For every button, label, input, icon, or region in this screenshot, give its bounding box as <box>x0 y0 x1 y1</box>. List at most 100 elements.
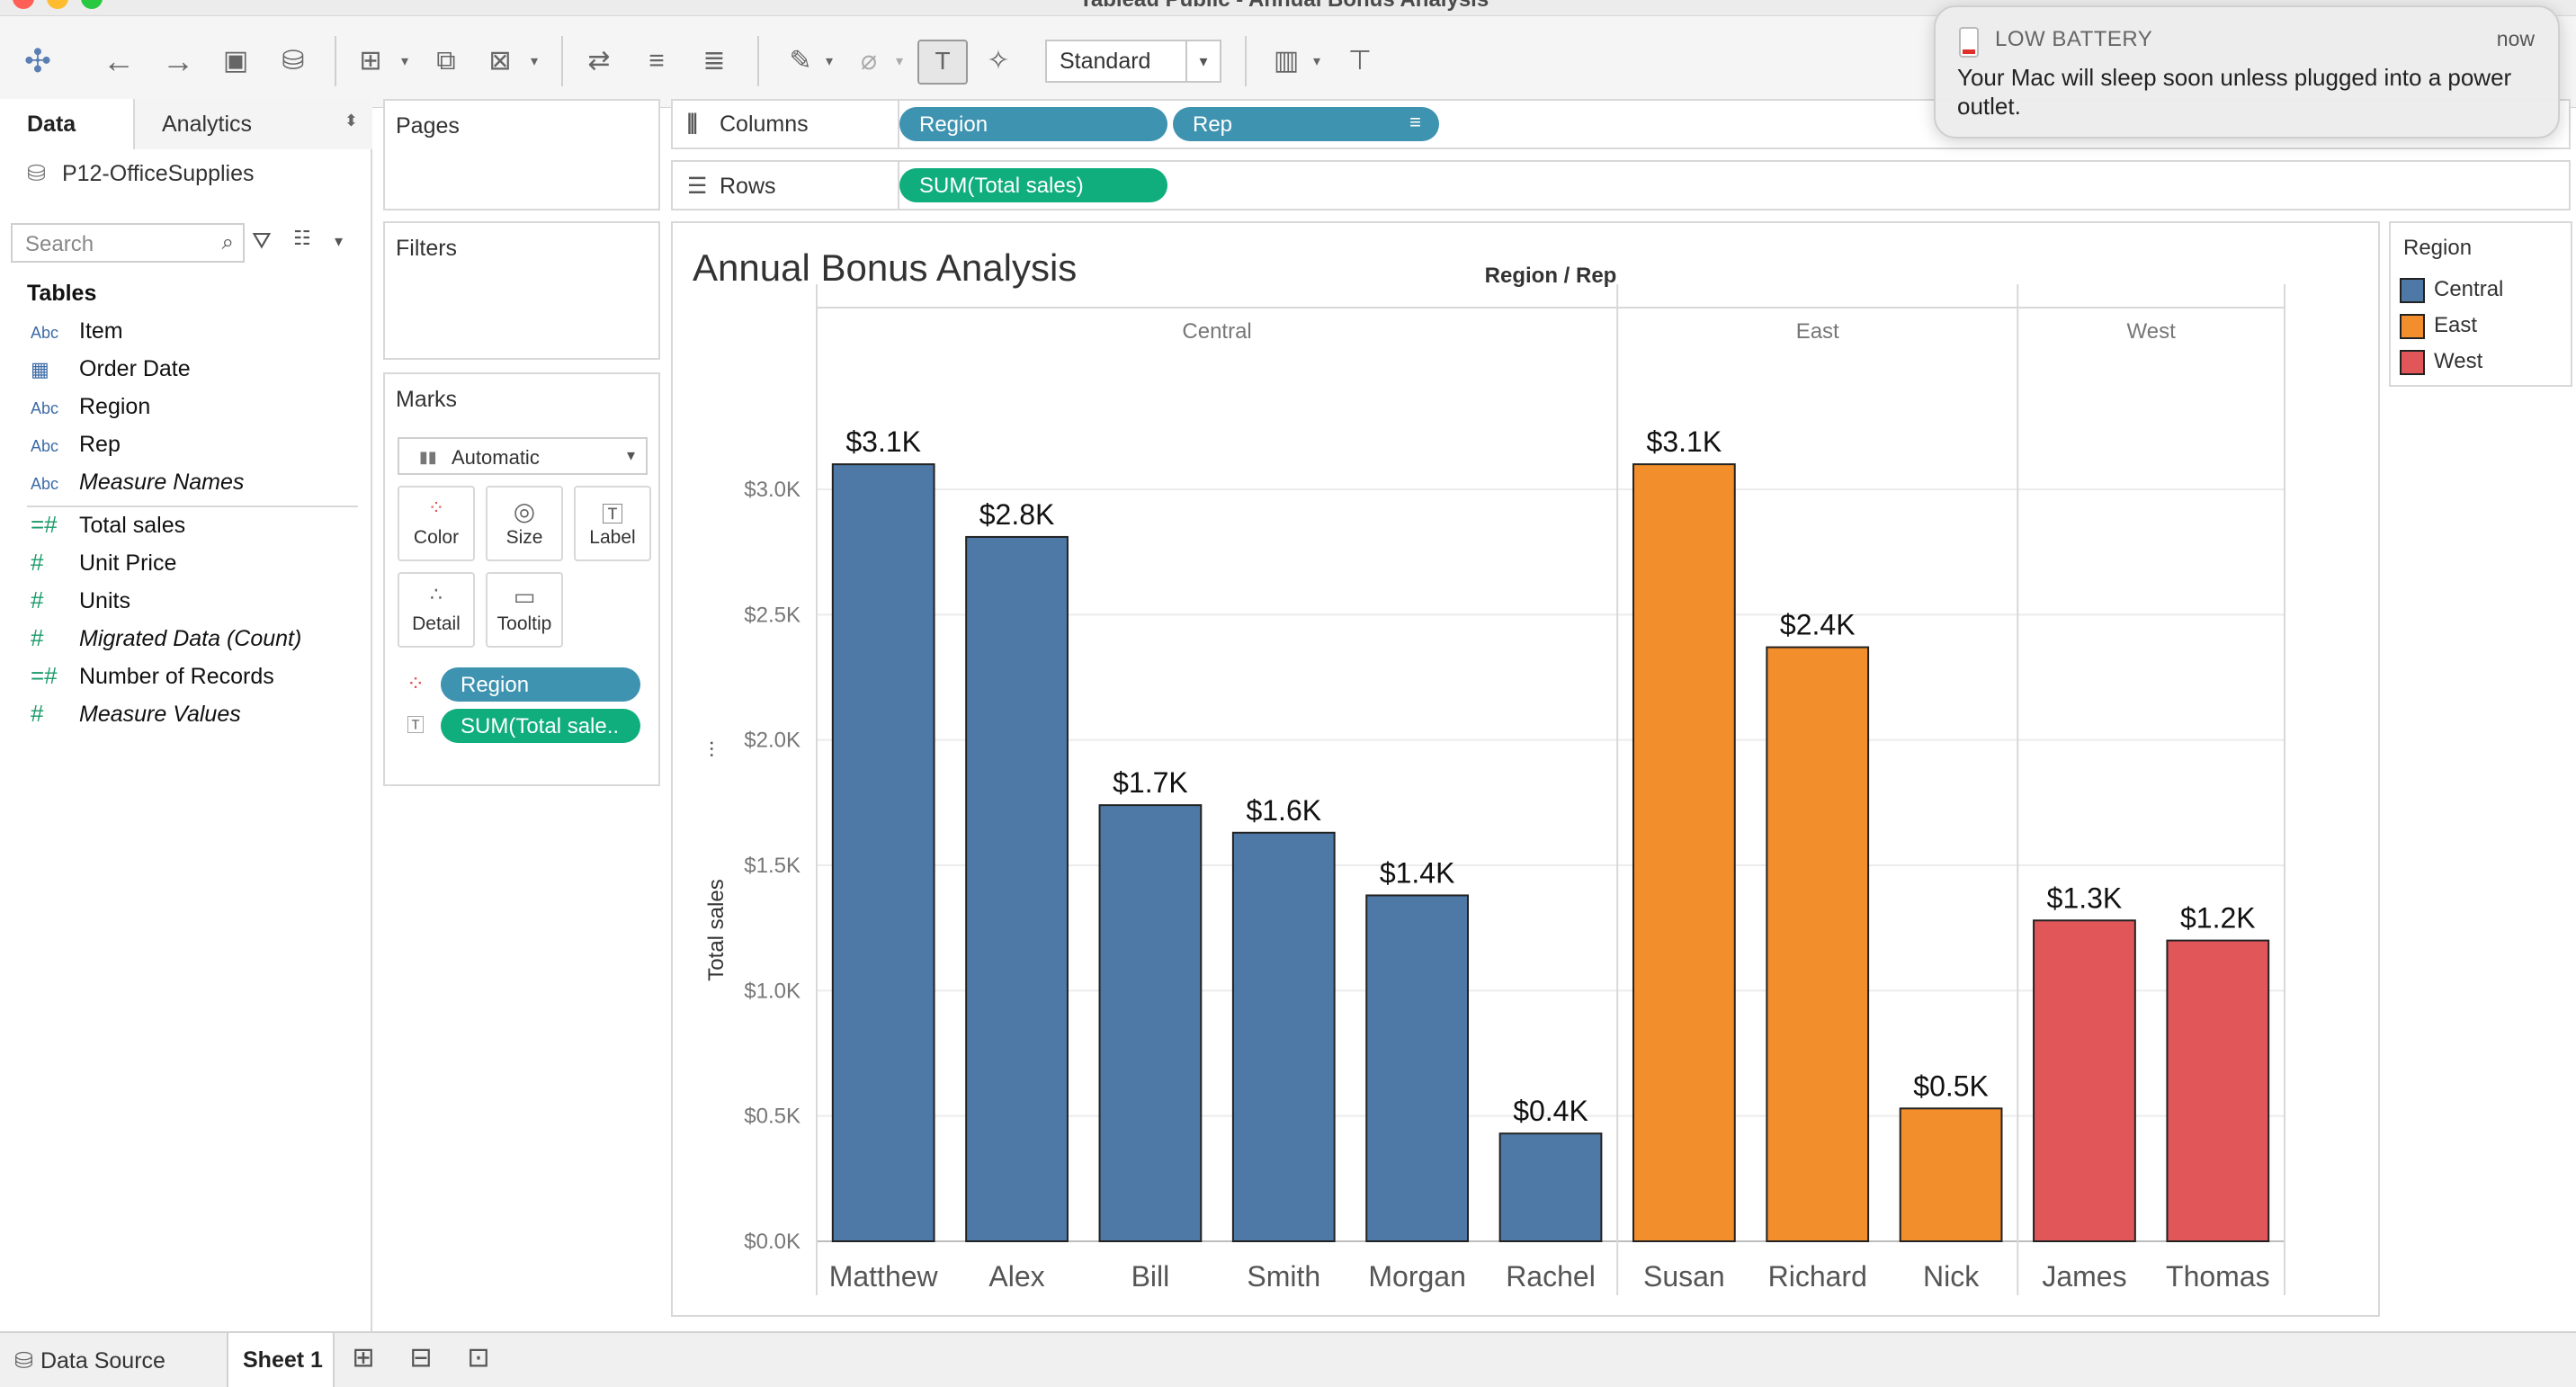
tooltip-button[interactable]: ▭ Tooltip <box>486 572 563 648</box>
field-number-of-records[interactable]: =# Number of Records <box>0 662 274 698</box>
bar <box>1498 1132 1603 1243</box>
toolbar-separator <box>757 36 759 86</box>
pages-shelf[interactable]: Pages <box>383 99 660 210</box>
filter-icon[interactable]: ⛛ <box>252 227 272 254</box>
marks-pill-total-sales[interactable]: SUM(Total sale.. <box>441 709 640 743</box>
datasource-icon: ⛁ <box>27 161 46 186</box>
group-members-icon[interactable]: ⌀ <box>860 46 878 76</box>
datasource-item[interactable]: ⛁ P12-OfficeSupplies <box>27 160 255 187</box>
bar-chart-icon: ▮▮ <box>419 448 437 466</box>
tab-data-source[interactable]: ⛁ Data Source <box>0 1333 225 1387</box>
data-label: $1.4K <box>1380 856 1455 889</box>
highlight-icon[interactable]: ✎ <box>789 46 812 76</box>
tab-analytics-label: Analytics <box>162 112 253 137</box>
color-button[interactable]: ⁘ Color <box>398 486 475 561</box>
pin-icon[interactable]: ✧ <box>987 46 1010 76</box>
tableau-logo-icon[interactable]: ✣ <box>23 42 52 79</box>
legend-item-east[interactable]: East <box>2400 313 2477 339</box>
swap-rows-columns-icon[interactable]: ⇄ <box>587 46 611 76</box>
data-pane-tabs: Data Analytics ⬍ <box>0 99 372 149</box>
sheet-title: Annual Bonus Analysis <box>693 246 1078 289</box>
mark-type-select[interactable]: ▮▮ Automatic ▾ <box>398 437 648 475</box>
minimize-window-button[interactable] <box>47 0 68 9</box>
clear-sheet-icon[interactable]: ⊠ <box>488 46 512 76</box>
bar <box>2033 919 2136 1242</box>
legend-label: East <box>2434 313 2478 337</box>
new-story-icon[interactable]: ⊡ <box>467 1343 490 1373</box>
fit-select-value: Standard <box>1060 49 1151 74</box>
filters-shelf[interactable]: Filters <box>383 221 660 360</box>
columns-pill-rep[interactable]: Rep ≡ <box>1173 107 1439 141</box>
search-input[interactable]: Search ⌕ <box>11 223 245 263</box>
detail-button[interactable]: ∴ Detail <box>398 572 475 648</box>
sort-descending-icon[interactable]: ≣ <box>702 46 726 76</box>
field-name: Rep <box>79 432 121 457</box>
forward-arrow-icon[interactable]: → <box>162 42 194 79</box>
size-label: Size <box>505 527 543 548</box>
field-item[interactable]: Abc Item <box>0 318 123 354</box>
data-label: $1.3K <box>2047 881 2123 914</box>
field-measure-names[interactable]: Abc Measure Names <box>0 470 244 506</box>
x-tick-label: Nick <box>1923 1260 1980 1293</box>
field-migrated-data[interactable]: # Migrated Data (Count) <box>0 624 301 660</box>
chevron-down-icon[interactable]: ▾ <box>531 54 539 69</box>
chevron-down-icon[interactable]: ▾ <box>896 54 904 69</box>
field-name: Measure Names <box>79 470 245 495</box>
rows-pill-total-sales[interactable]: SUM(Total sales) <box>899 168 1167 202</box>
low-battery-notification[interactable]: LOW BATTERY now Your Mac will sleep soon… <box>1934 5 2560 139</box>
presentation-mode-icon[interactable]: ⊤ <box>1347 46 1373 76</box>
field-units[interactable]: # Units <box>0 586 130 622</box>
bar-chart: Region / Rep $0.0K $0.5K $1.0K $1.5K $2.0K $2.… <box>704 264 2285 1295</box>
chevron-down-icon[interactable]: ▾ <box>401 54 409 69</box>
close-window-button[interactable] <box>13 0 34 9</box>
duplicate-sheet-icon[interactable]: ⧉ <box>436 46 456 76</box>
fit-select[interactable]: Standard ▾ <box>1045 40 1221 83</box>
color-legend[interactable]: Region Central East West <box>2389 221 2572 387</box>
rows-shelf[interactable]: ☰ Rows SUM(Total sales) <box>671 160 2571 210</box>
field-region[interactable]: Abc Region <box>0 394 150 430</box>
region-header: West <box>2127 319 2177 344</box>
field-name: Item <box>79 318 123 344</box>
new-dashboard-icon[interactable]: ⊟ <box>409 1343 433 1373</box>
columns-icon: ⫼ <box>687 112 698 137</box>
legend-item-west[interactable]: West <box>2400 349 2482 375</box>
chevron-down-icon[interactable]: ▾ <box>826 54 834 69</box>
chevron-down-icon[interactable]: ▾ <box>335 232 344 250</box>
rows-icon: ☰ <box>687 174 708 199</box>
new-worksheet-icon[interactable]: ⊞ <box>352 1343 375 1373</box>
new-datasource-icon[interactable]: ⛁ <box>282 46 305 76</box>
mark-type-value: Automatic <box>452 446 540 469</box>
field-rep[interactable]: Abc Rep <box>0 432 121 468</box>
notification-time: now <box>2496 27 2535 50</box>
tab-data[interactable]: Data <box>0 99 135 149</box>
field-unit-price[interactable]: # Unit Price <box>0 549 176 585</box>
tab-analytics[interactable]: Analytics ⬍ <box>135 99 372 149</box>
back-arrow-icon[interactable]: ← <box>103 42 135 79</box>
show-cards-icon[interactable]: ▥ <box>1273 46 1300 76</box>
field-name: Region <box>79 394 151 419</box>
legend-label: West <box>2434 349 2483 373</box>
data-label: $1.2K <box>2180 902 2256 935</box>
view-list-icon[interactable]: ☷ <box>293 227 311 249</box>
columns-pill-region[interactable]: Region <box>899 107 1167 141</box>
marks-pill-region[interactable]: Region <box>441 667 640 702</box>
field-total-sales[interactable]: =# Total sales <box>0 511 185 547</box>
field-measure-values[interactable]: # Measure Values <box>0 700 241 736</box>
save-icon[interactable]: ▣ <box>222 46 249 76</box>
legend-swatch <box>2400 349 2425 375</box>
columns-shelf-label: ⫼ Columns <box>673 101 899 148</box>
label-button[interactable]: 🅃 Label <box>574 486 651 561</box>
new-worksheet-icon[interactable]: ⊞ <box>359 46 382 76</box>
tab-sheet-1[interactable]: Sheet 1 <box>227 1333 335 1387</box>
sort-ascending-icon[interactable]: ≡ <box>648 46 665 76</box>
chevron-down-icon[interactable]: ▾ <box>1313 54 1321 69</box>
chevron-updown-icon: ⬍ <box>344 112 358 130</box>
legend-item-central[interactable]: Central <box>2400 277 2503 303</box>
columns-pill-rep-label: Rep <box>1193 112 1233 137</box>
x-tick-label: Thomas <box>2166 1260 2270 1293</box>
field-order-date[interactable]: ▦ Order Date <box>0 356 191 392</box>
show-mark-labels-button[interactable] <box>917 40 968 85</box>
field-name: Order Date <box>79 356 191 381</box>
zoom-window-button[interactable] <box>81 0 103 9</box>
size-button[interactable]: ◎ Size <box>486 486 563 561</box>
